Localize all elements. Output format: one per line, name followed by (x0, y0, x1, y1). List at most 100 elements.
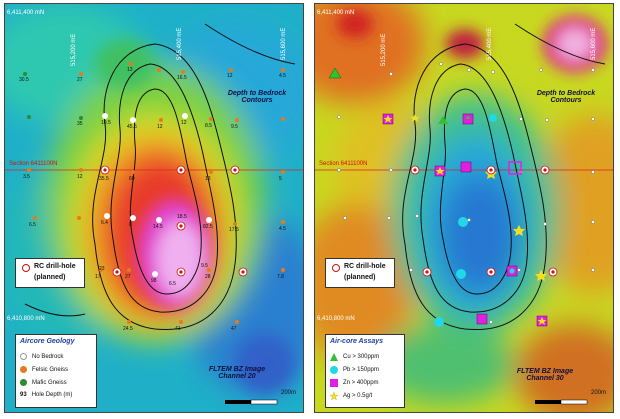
depth-label: 17.5 (229, 227, 239, 233)
depth-label: 4.5 (279, 73, 286, 79)
map-panel-geology: 6,411,400 mN 6,410,800 mN 515,200 mE 515… (4, 3, 304, 413)
legend-item: Zn > 400ppm (330, 379, 379, 387)
legend-item: Mafic Gneiss (20, 379, 67, 386)
contours-title: Depth to Bedrock Contours (536, 90, 596, 104)
depth-label: 16.5 (177, 75, 187, 81)
depth-label: 8.5 (205, 123, 212, 129)
easting-2: 515,400 mE (487, 27, 493, 60)
depth-contours (402, 23, 606, 331)
depth-label: 3.5 (23, 174, 30, 180)
legend-label: Ag > 0.5g/t (343, 393, 373, 399)
assay-legend: Air-core Assays Cu > 300ppm Pb > 150ppm … (325, 334, 405, 408)
legend-item: Felsic Gneiss (20, 366, 68, 373)
depth-label: 5 (279, 176, 282, 182)
map-panel-assays: 6,411,400 mN 6,410,800 mN 515,200 mE 515… (314, 3, 614, 413)
legend-label: Mafic Gneiss (32, 379, 67, 386)
easting-1: 515,200 mE (381, 33, 387, 66)
depth-contours (24, 23, 296, 331)
depth-label: 12 (77, 174, 83, 180)
northing-bottom: 6,410,800 mN (317, 316, 355, 322)
easting-2: 515,400 mE (177, 27, 183, 60)
depth-label: 6.4 (101, 220, 108, 226)
drill-hole-legend: RC drill-hole (planned) (15, 258, 85, 288)
legend-label: Hole Depth (m) (31, 392, 73, 398)
section-label: Section 6411100N (9, 161, 58, 167)
legend-label: Felsic Gneiss (32, 366, 69, 373)
contours-title: Depth to Bedrock Contours (227, 90, 287, 104)
drill-label: RC drill-hole (344, 263, 386, 270)
easting-3: 515,600 mE (591, 27, 597, 60)
legend-title: Aircore Geology (20, 338, 75, 345)
zn-square-icon (330, 379, 338, 387)
cu-triangle-icon (330, 353, 338, 361)
image-title: FLTEM BZ Image Channel 30 (516, 368, 574, 382)
depth-label: 27 (77, 77, 83, 83)
depth-label: 23 (99, 266, 105, 272)
depth-label: 41 (175, 326, 181, 332)
fltem-image-channel-20 (5, 4, 303, 412)
depth-label: 4.5 (279, 226, 286, 232)
drill-label: RC drill-hole (34, 263, 76, 270)
depth-label: 10.5 (101, 120, 111, 126)
depth-label: 98 (151, 278, 157, 284)
geology-legend: Aircore Geology No Bedrock Felsic Gneiss… (15, 334, 97, 408)
legend-item: Cu > 300ppm (330, 353, 379, 361)
scale-label: 200m (281, 390, 297, 396)
drill-label-sub: (planned) (34, 274, 66, 281)
depth-label: 9.5 (231, 124, 238, 130)
legend-item: No Bedrock (20, 353, 63, 360)
depth-label: 8 (129, 222, 132, 228)
hole-depth-sample: 93 (20, 392, 27, 398)
depth-label: 12 (181, 120, 187, 126)
depth-label: 28 (205, 274, 211, 280)
depth-label: 14.5 (153, 224, 163, 230)
depth-label: 13 (205, 176, 211, 182)
easting-3: 515,600 mE (281, 27, 287, 60)
mafic-gneiss-icon (20, 379, 27, 386)
depth-label: 18.5 (177, 214, 187, 220)
depth-label: 13 (127, 67, 133, 73)
drill-holes (410, 165, 558, 277)
depth-label: 82.5 (203, 224, 213, 230)
depth-label: 35 (77, 121, 83, 127)
legend-item: Pb > 150ppm (330, 366, 379, 374)
pb-circle-icon (330, 366, 338, 374)
legend-label: Zn > 400ppm (343, 380, 379, 386)
depth-label: 12 (157, 124, 163, 130)
felsic-gneiss-icon (20, 366, 27, 373)
assay-symbols (328, 67, 548, 327)
depth-label: 17 (95, 274, 101, 280)
no-bedrock-icon (20, 353, 27, 360)
depth-label: 24.5 (123, 326, 133, 332)
drill-label-sub: (planned) (344, 274, 376, 281)
drill-hole-icon (332, 264, 340, 272)
northing-bottom: 6,410,800 mN (7, 316, 45, 322)
scale-bar (225, 399, 278, 405)
aircore-points (23, 62, 285, 324)
drill-hole-legend: RC drill-hole (planned) (325, 258, 395, 288)
depth-label: 35.5 (99, 176, 109, 182)
ag-star-icon (330, 392, 338, 400)
section-label: Section 6411100N (319, 161, 368, 167)
northing-top: 6,411,400 mN (7, 10, 45, 16)
depth-label: 45.5 (127, 124, 137, 130)
legend-item: Ag > 0.5g/t (330, 392, 372, 400)
legend-title: Air-core Assays (330, 338, 384, 345)
drill-hole-icon (22, 264, 30, 272)
depth-label: 6.5 (169, 281, 176, 287)
depth-label: 6.5 (29, 222, 36, 228)
sample-points (337, 62, 595, 324)
drill-holes (100, 165, 248, 277)
legend-label: Pb > 150ppm (343, 367, 379, 373)
legend-label: Cu > 300ppm (343, 354, 380, 360)
legend-item: 93 Hole Depth (m) (20, 392, 72, 398)
scale-label: 200m (591, 390, 607, 396)
easting-1: 515,200 mE (71, 33, 77, 66)
depth-label: 60 (129, 176, 135, 182)
depth-label: 47 (231, 326, 237, 332)
depth-label: 12 (227, 73, 233, 79)
depth-label: 30.5 (19, 77, 29, 83)
northing-top: 6,411,400 mN (317, 10, 355, 16)
image-title: FLTEM BZ Image Channel 20 (208, 366, 266, 380)
depth-label: 27 (125, 274, 131, 280)
